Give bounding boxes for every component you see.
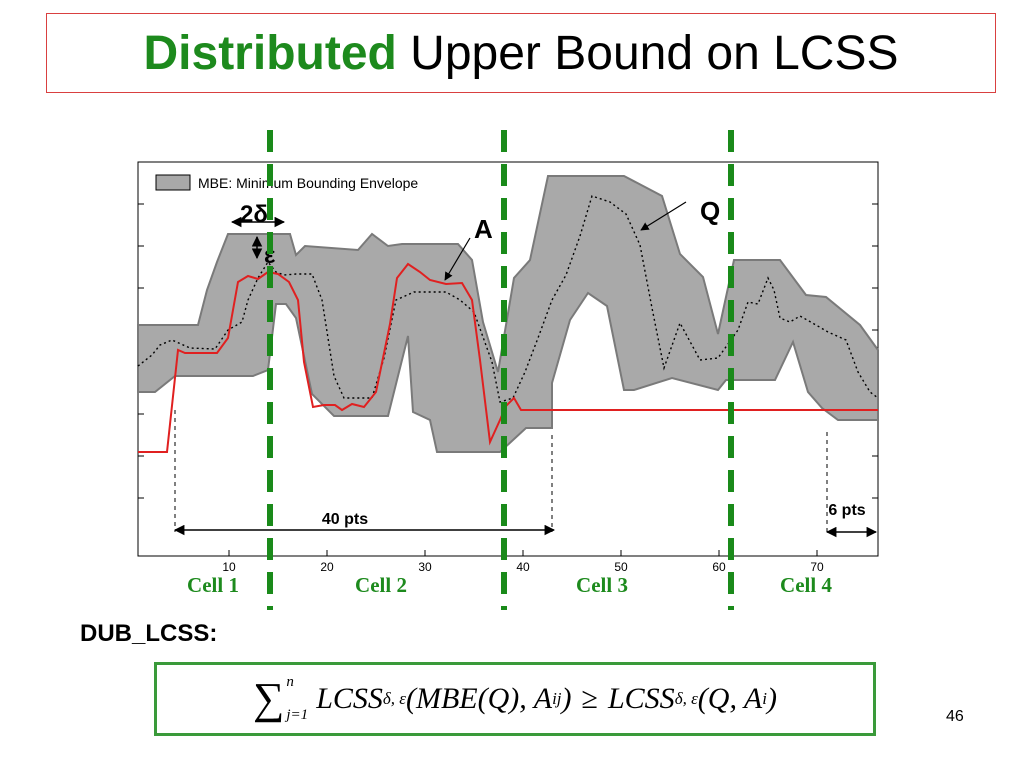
x-tick-label: 50 (614, 560, 628, 574)
rhs-function: LCSS (607, 682, 675, 715)
x-tick-label: 20 (320, 560, 334, 574)
series-Q-pointer (640, 201, 687, 231)
x-axis-ticks (228, 550, 818, 556)
slide-title: Distributed Upper Bound on LCSS (46, 13, 996, 93)
lhs-function: LCSS (316, 682, 383, 715)
title-rest: Upper Bound on LCSS (396, 27, 899, 80)
rhs-arguments: (Q, A (697, 682, 763, 715)
rhs-argument-subscript: i (762, 689, 767, 708)
lhs-close: ) (561, 682, 572, 715)
summation-lower: j=1 (286, 707, 309, 723)
rhs-subscript: δ, ε (674, 689, 698, 708)
rhs-close: ) (766, 682, 777, 715)
x-tick-label: 40 (516, 560, 530, 574)
cell-label: Cell 3 (576, 573, 628, 597)
series-A-label: A (474, 214, 493, 244)
lhs-subscript: δ, ε (382, 689, 406, 708)
span-40-label: 40 pts (322, 511, 368, 528)
legend-swatch (155, 174, 191, 191)
cell-label: Cell 2 (355, 573, 407, 597)
cell-label: Cell 1 (187, 573, 239, 597)
x-tick-label: 30 (418, 560, 432, 574)
cell-label: Cell 4 (780, 573, 832, 597)
summation-symbol: ∑ (253, 674, 285, 723)
legend-label: MBE: Minimum Bounding Envelope (198, 175, 418, 191)
mbe-envelope (137, 175, 879, 453)
series-Q-label: Q (700, 196, 720, 226)
summation-limits: n j=1 (286, 674, 308, 724)
x-tick-label: 10 (222, 560, 236, 574)
lhs-argument-subscript: ij (552, 689, 562, 708)
epsilon-label: ε (264, 242, 275, 269)
page-number: 46 (946, 708, 964, 725)
series-A-pointer (444, 237, 471, 281)
series-Q-line (137, 195, 879, 403)
two-delta-label: 2δ (240, 201, 268, 228)
geq-symbol: ≥ (581, 682, 598, 715)
x-tick-label: 70 (810, 560, 824, 574)
lhs-arguments: (MBE(Q), A (406, 682, 553, 715)
span-6-label: 6 pts (828, 502, 865, 519)
summation-upper: n (286, 674, 294, 690)
title-highlight: Distributed (143, 27, 397, 80)
dub-lcss-label: DUB_LCSS: (80, 620, 218, 647)
x-tick-label: 60 (712, 560, 726, 574)
series-A-line (138, 262, 878, 453)
